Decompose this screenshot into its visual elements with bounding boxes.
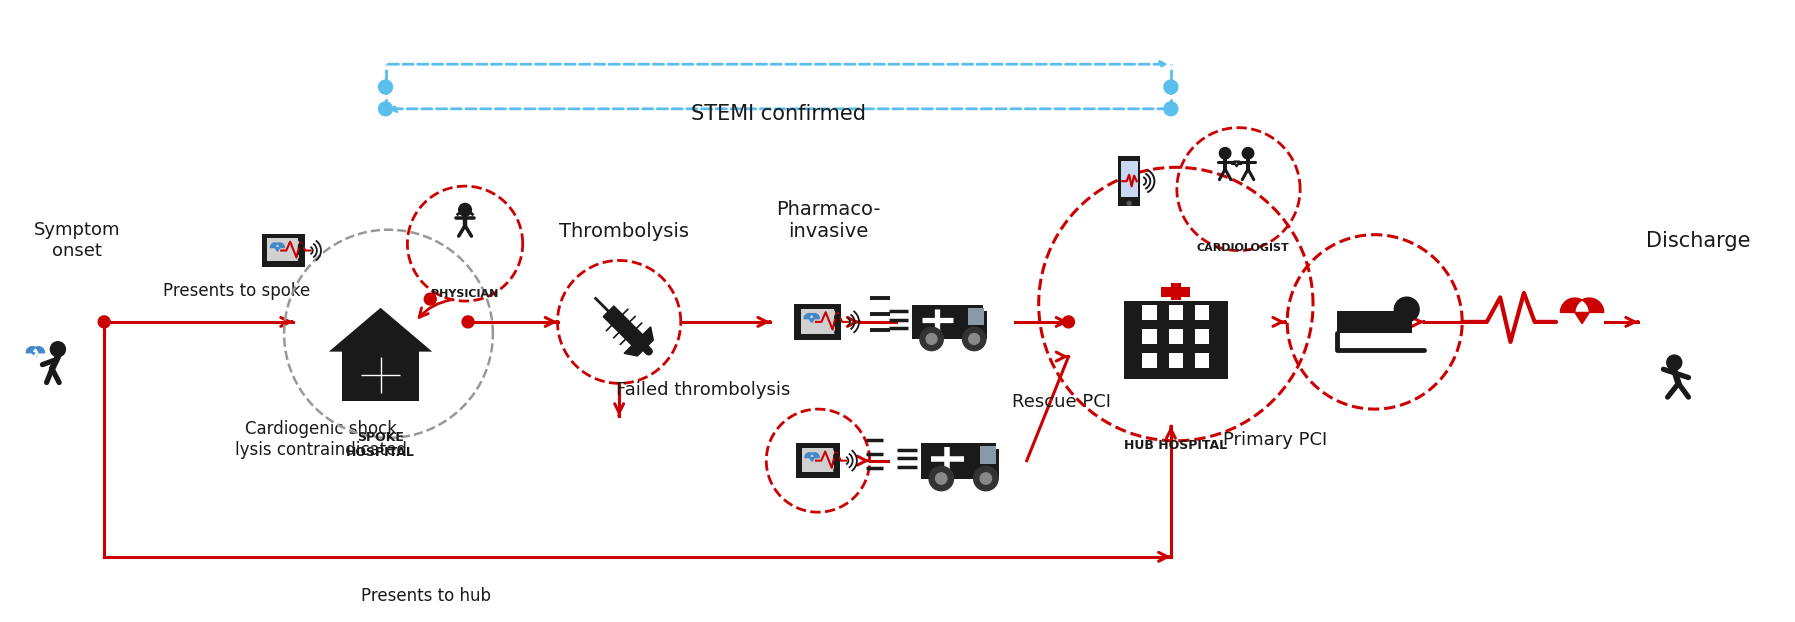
Text: Discharge: Discharge bbox=[1646, 231, 1750, 251]
Bar bbox=[912, 305, 984, 339]
Bar bbox=[921, 443, 996, 478]
Text: Thrombolysis: Thrombolysis bbox=[558, 221, 689, 241]
Circle shape bbox=[980, 473, 991, 484]
Polygon shape bbox=[804, 453, 819, 458]
Circle shape bbox=[424, 293, 436, 305]
Circle shape bbox=[835, 307, 840, 312]
Circle shape bbox=[969, 333, 980, 345]
Circle shape bbox=[835, 315, 840, 320]
Bar bbox=[341, 351, 420, 401]
Bar bbox=[968, 311, 987, 339]
Circle shape bbox=[1395, 297, 1420, 322]
Text: PHYSICIAN: PHYSICIAN bbox=[431, 289, 499, 299]
Bar bbox=[1118, 156, 1140, 207]
Circle shape bbox=[99, 316, 109, 328]
Circle shape bbox=[835, 322, 840, 327]
Circle shape bbox=[930, 466, 953, 491]
Circle shape bbox=[1668, 355, 1682, 370]
Circle shape bbox=[835, 454, 838, 458]
Bar bbox=[801, 309, 835, 333]
Bar bbox=[267, 238, 300, 261]
Circle shape bbox=[460, 203, 472, 216]
Polygon shape bbox=[810, 318, 815, 323]
Polygon shape bbox=[328, 308, 433, 351]
Polygon shape bbox=[625, 327, 653, 356]
Circle shape bbox=[379, 102, 393, 116]
Bar bbox=[262, 234, 305, 267]
Polygon shape bbox=[603, 306, 643, 345]
Bar bbox=[1169, 353, 1183, 368]
Circle shape bbox=[298, 237, 303, 241]
Bar bbox=[1169, 329, 1183, 344]
Bar bbox=[1195, 305, 1210, 320]
Text: HUB HOSPITAL: HUB HOSPITAL bbox=[1124, 439, 1228, 452]
Bar bbox=[1124, 302, 1228, 379]
Text: Presents to hub: Presents to hub bbox=[361, 587, 490, 605]
Circle shape bbox=[835, 468, 838, 473]
Polygon shape bbox=[27, 346, 45, 353]
Circle shape bbox=[298, 258, 303, 262]
Circle shape bbox=[298, 251, 303, 255]
Polygon shape bbox=[804, 313, 819, 318]
Text: Primary PCI: Primary PCI bbox=[1222, 431, 1327, 449]
Circle shape bbox=[1219, 147, 1231, 159]
Bar bbox=[1142, 353, 1156, 368]
Polygon shape bbox=[275, 248, 280, 251]
Text: Symptom
onset: Symptom onset bbox=[34, 221, 120, 260]
Bar bbox=[1195, 329, 1210, 344]
Bar bbox=[980, 447, 996, 464]
Circle shape bbox=[926, 333, 937, 345]
Bar bbox=[1195, 353, 1210, 368]
Circle shape bbox=[835, 447, 838, 451]
Polygon shape bbox=[271, 243, 284, 248]
Bar bbox=[795, 443, 840, 478]
Text: Presents to spoke: Presents to spoke bbox=[163, 282, 311, 300]
Polygon shape bbox=[1560, 298, 1603, 312]
Polygon shape bbox=[1231, 161, 1242, 164]
Text: Pharmaco-
invasive: Pharmaco- invasive bbox=[775, 200, 880, 241]
Bar bbox=[969, 309, 984, 325]
Text: Cardiogenic shock
lysis contraindicated: Cardiogenic shock lysis contraindicated bbox=[235, 420, 407, 459]
Bar bbox=[1120, 161, 1138, 197]
Circle shape bbox=[962, 327, 985, 351]
Circle shape bbox=[1163, 102, 1178, 116]
Bar bbox=[1337, 310, 1413, 333]
Bar bbox=[795, 304, 842, 340]
Circle shape bbox=[298, 244, 303, 248]
Text: Failed thrombolysis: Failed thrombolysis bbox=[616, 381, 792, 399]
Polygon shape bbox=[1235, 164, 1239, 167]
Bar bbox=[1142, 305, 1156, 320]
Circle shape bbox=[835, 461, 838, 465]
Polygon shape bbox=[810, 458, 815, 462]
Polygon shape bbox=[32, 353, 38, 357]
Bar bbox=[978, 449, 1000, 478]
Circle shape bbox=[973, 466, 998, 491]
Circle shape bbox=[1163, 80, 1178, 94]
Bar bbox=[1169, 305, 1183, 320]
Circle shape bbox=[379, 80, 393, 94]
Text: CARDIOLOGIST: CARDIOLOGIST bbox=[1195, 243, 1289, 253]
Circle shape bbox=[50, 341, 65, 356]
Text: Rescue PCI: Rescue PCI bbox=[1012, 393, 1111, 411]
Text: SPOKE
HOSPITAL: SPOKE HOSPITAL bbox=[346, 431, 415, 459]
Circle shape bbox=[461, 316, 474, 328]
Circle shape bbox=[835, 330, 840, 335]
Circle shape bbox=[919, 327, 944, 351]
Text: STEMI confirmed: STEMI confirmed bbox=[691, 104, 865, 124]
Circle shape bbox=[1242, 147, 1253, 159]
Bar bbox=[802, 448, 835, 471]
Circle shape bbox=[935, 473, 948, 484]
Circle shape bbox=[1127, 202, 1131, 205]
Circle shape bbox=[1063, 316, 1075, 328]
Polygon shape bbox=[1574, 312, 1589, 323]
Bar bbox=[1142, 329, 1156, 344]
